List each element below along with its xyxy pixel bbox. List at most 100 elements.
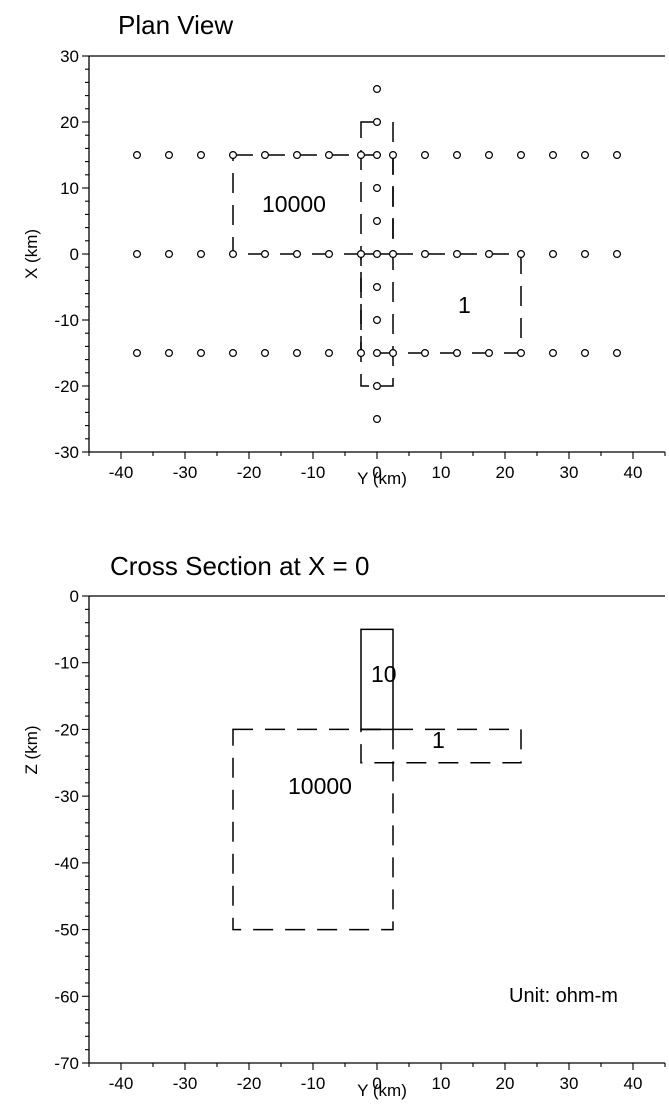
station-marker xyxy=(293,349,302,358)
station-marker xyxy=(580,349,589,358)
section-x-axis-label: Y (km) xyxy=(357,1081,407,1100)
station-marker xyxy=(421,250,430,259)
station-marker xyxy=(133,151,142,160)
section-y-tick-label: 0 xyxy=(70,587,79,606)
section-block-label-1: 1 xyxy=(432,727,445,753)
section-x-tick-label: 40 xyxy=(624,1074,643,1093)
station-marker xyxy=(229,151,238,160)
station-marker xyxy=(389,349,398,358)
section-block-label-10000: 10000 xyxy=(288,773,352,799)
station-marker xyxy=(612,151,621,160)
station-marker xyxy=(229,349,238,358)
station-marker xyxy=(325,151,334,160)
station-marker xyxy=(548,349,557,358)
station-marker xyxy=(357,151,366,160)
station-marker xyxy=(389,151,398,160)
station-marker xyxy=(580,151,589,160)
plan-y-tick-label: -30 xyxy=(54,443,79,462)
cross-section-title: Cross Section at X = 0 xyxy=(110,551,369,581)
station-marker xyxy=(261,151,270,160)
station-marker xyxy=(373,84,382,93)
station-marker xyxy=(197,349,206,358)
plan-view-panel: Plan View -40 -30 -20 -10 0 10 20 30 40 30 20 10 0 -1… xyxy=(22,10,666,488)
station-marker xyxy=(229,250,238,259)
station-marker xyxy=(580,250,589,259)
station-marker xyxy=(612,349,621,358)
station-marker xyxy=(389,250,398,259)
station-marker xyxy=(516,250,525,259)
station-marker xyxy=(516,151,525,160)
plan-view-stations xyxy=(133,84,621,424)
station-marker xyxy=(293,250,302,259)
station-marker xyxy=(165,349,174,358)
station-marker xyxy=(373,117,382,126)
plan-x-tick-label: 30 xyxy=(560,463,579,482)
plan-y-axis-label: X (km) xyxy=(22,229,41,279)
station-marker xyxy=(421,349,430,358)
station-marker xyxy=(485,151,494,160)
section-y-tick-label: -70 xyxy=(54,1054,79,1073)
plan-block-1 xyxy=(360,253,522,354)
station-marker xyxy=(357,250,366,259)
station-marker xyxy=(293,151,302,160)
cross-section-blocks xyxy=(232,628,522,931)
section-x-tick-label: 20 xyxy=(496,1074,515,1093)
cross-section-axes: -40 -30 -20 -10 0 10 20 30 40 0 -10 -20 -30 -40 -50 -60… xyxy=(54,587,666,1093)
station-marker xyxy=(197,250,206,259)
section-y-tick-label: -30 xyxy=(54,787,79,806)
plan-view-title: Plan View xyxy=(118,10,233,40)
station-marker xyxy=(373,250,382,259)
section-block-10000 xyxy=(232,728,394,931)
station-marker xyxy=(197,151,206,160)
section-x-tick-label: -30 xyxy=(173,1074,198,1093)
station-marker xyxy=(373,283,382,292)
section-y-tick-label: -60 xyxy=(54,987,79,1006)
plan-x-tick-label: 20 xyxy=(496,463,515,482)
section-y-tick-label: -50 xyxy=(54,921,79,940)
station-marker xyxy=(373,349,382,358)
plan-x-tick-label: 0 xyxy=(372,463,381,482)
plan-block-label-1: 1 xyxy=(458,292,471,318)
station-marker xyxy=(373,382,382,391)
section-block-label-10: 10 xyxy=(371,661,397,687)
unit-note: Unit: ohm-m xyxy=(509,985,618,1007)
plan-x-tick-label: 10 xyxy=(432,463,451,482)
station-marker xyxy=(421,151,430,160)
station-marker xyxy=(516,349,525,358)
station-marker xyxy=(485,250,494,259)
station-marker xyxy=(165,151,174,160)
section-y-tick-label: -20 xyxy=(54,720,79,739)
station-marker xyxy=(261,250,270,259)
station-marker xyxy=(325,349,334,358)
section-y-tick-label: -10 xyxy=(54,654,79,673)
station-marker xyxy=(373,184,382,193)
station-marker xyxy=(373,151,382,160)
station-marker xyxy=(357,349,366,358)
plan-block-label-10000: 10000 xyxy=(262,191,326,217)
plan-y-tick-label: -20 xyxy=(54,377,79,396)
station-marker xyxy=(325,250,334,259)
plan-x-tick-label: -10 xyxy=(301,463,326,482)
section-y-axis-label: Z (km) xyxy=(22,725,41,774)
section-y-tick-label: -40 xyxy=(54,854,79,873)
section-block-1 xyxy=(360,728,522,764)
plan-view-axes: -40 -30 -20 -10 0 10 20 30 40 30 20 10 0 -10 -20 -30 xyxy=(54,47,666,482)
station-marker xyxy=(612,250,621,259)
section-x-tick-label: 10 xyxy=(432,1074,451,1093)
station-marker xyxy=(485,349,494,358)
section-x-tick-label: -40 xyxy=(109,1074,134,1093)
station-marker xyxy=(373,316,382,325)
station-marker xyxy=(373,415,382,424)
station-marker xyxy=(548,250,557,259)
station-marker xyxy=(548,151,557,160)
plan-x-tick-label: 40 xyxy=(624,463,643,482)
station-marker xyxy=(373,217,382,226)
plan-y-tick-label: 30 xyxy=(60,47,79,66)
section-x-tick-label: -20 xyxy=(237,1074,262,1093)
station-marker xyxy=(261,349,270,358)
station-marker xyxy=(453,151,462,160)
plan-y-tick-label: 10 xyxy=(60,179,79,198)
station-marker xyxy=(453,250,462,259)
plan-x-axis-label: Y (km) xyxy=(357,469,407,488)
